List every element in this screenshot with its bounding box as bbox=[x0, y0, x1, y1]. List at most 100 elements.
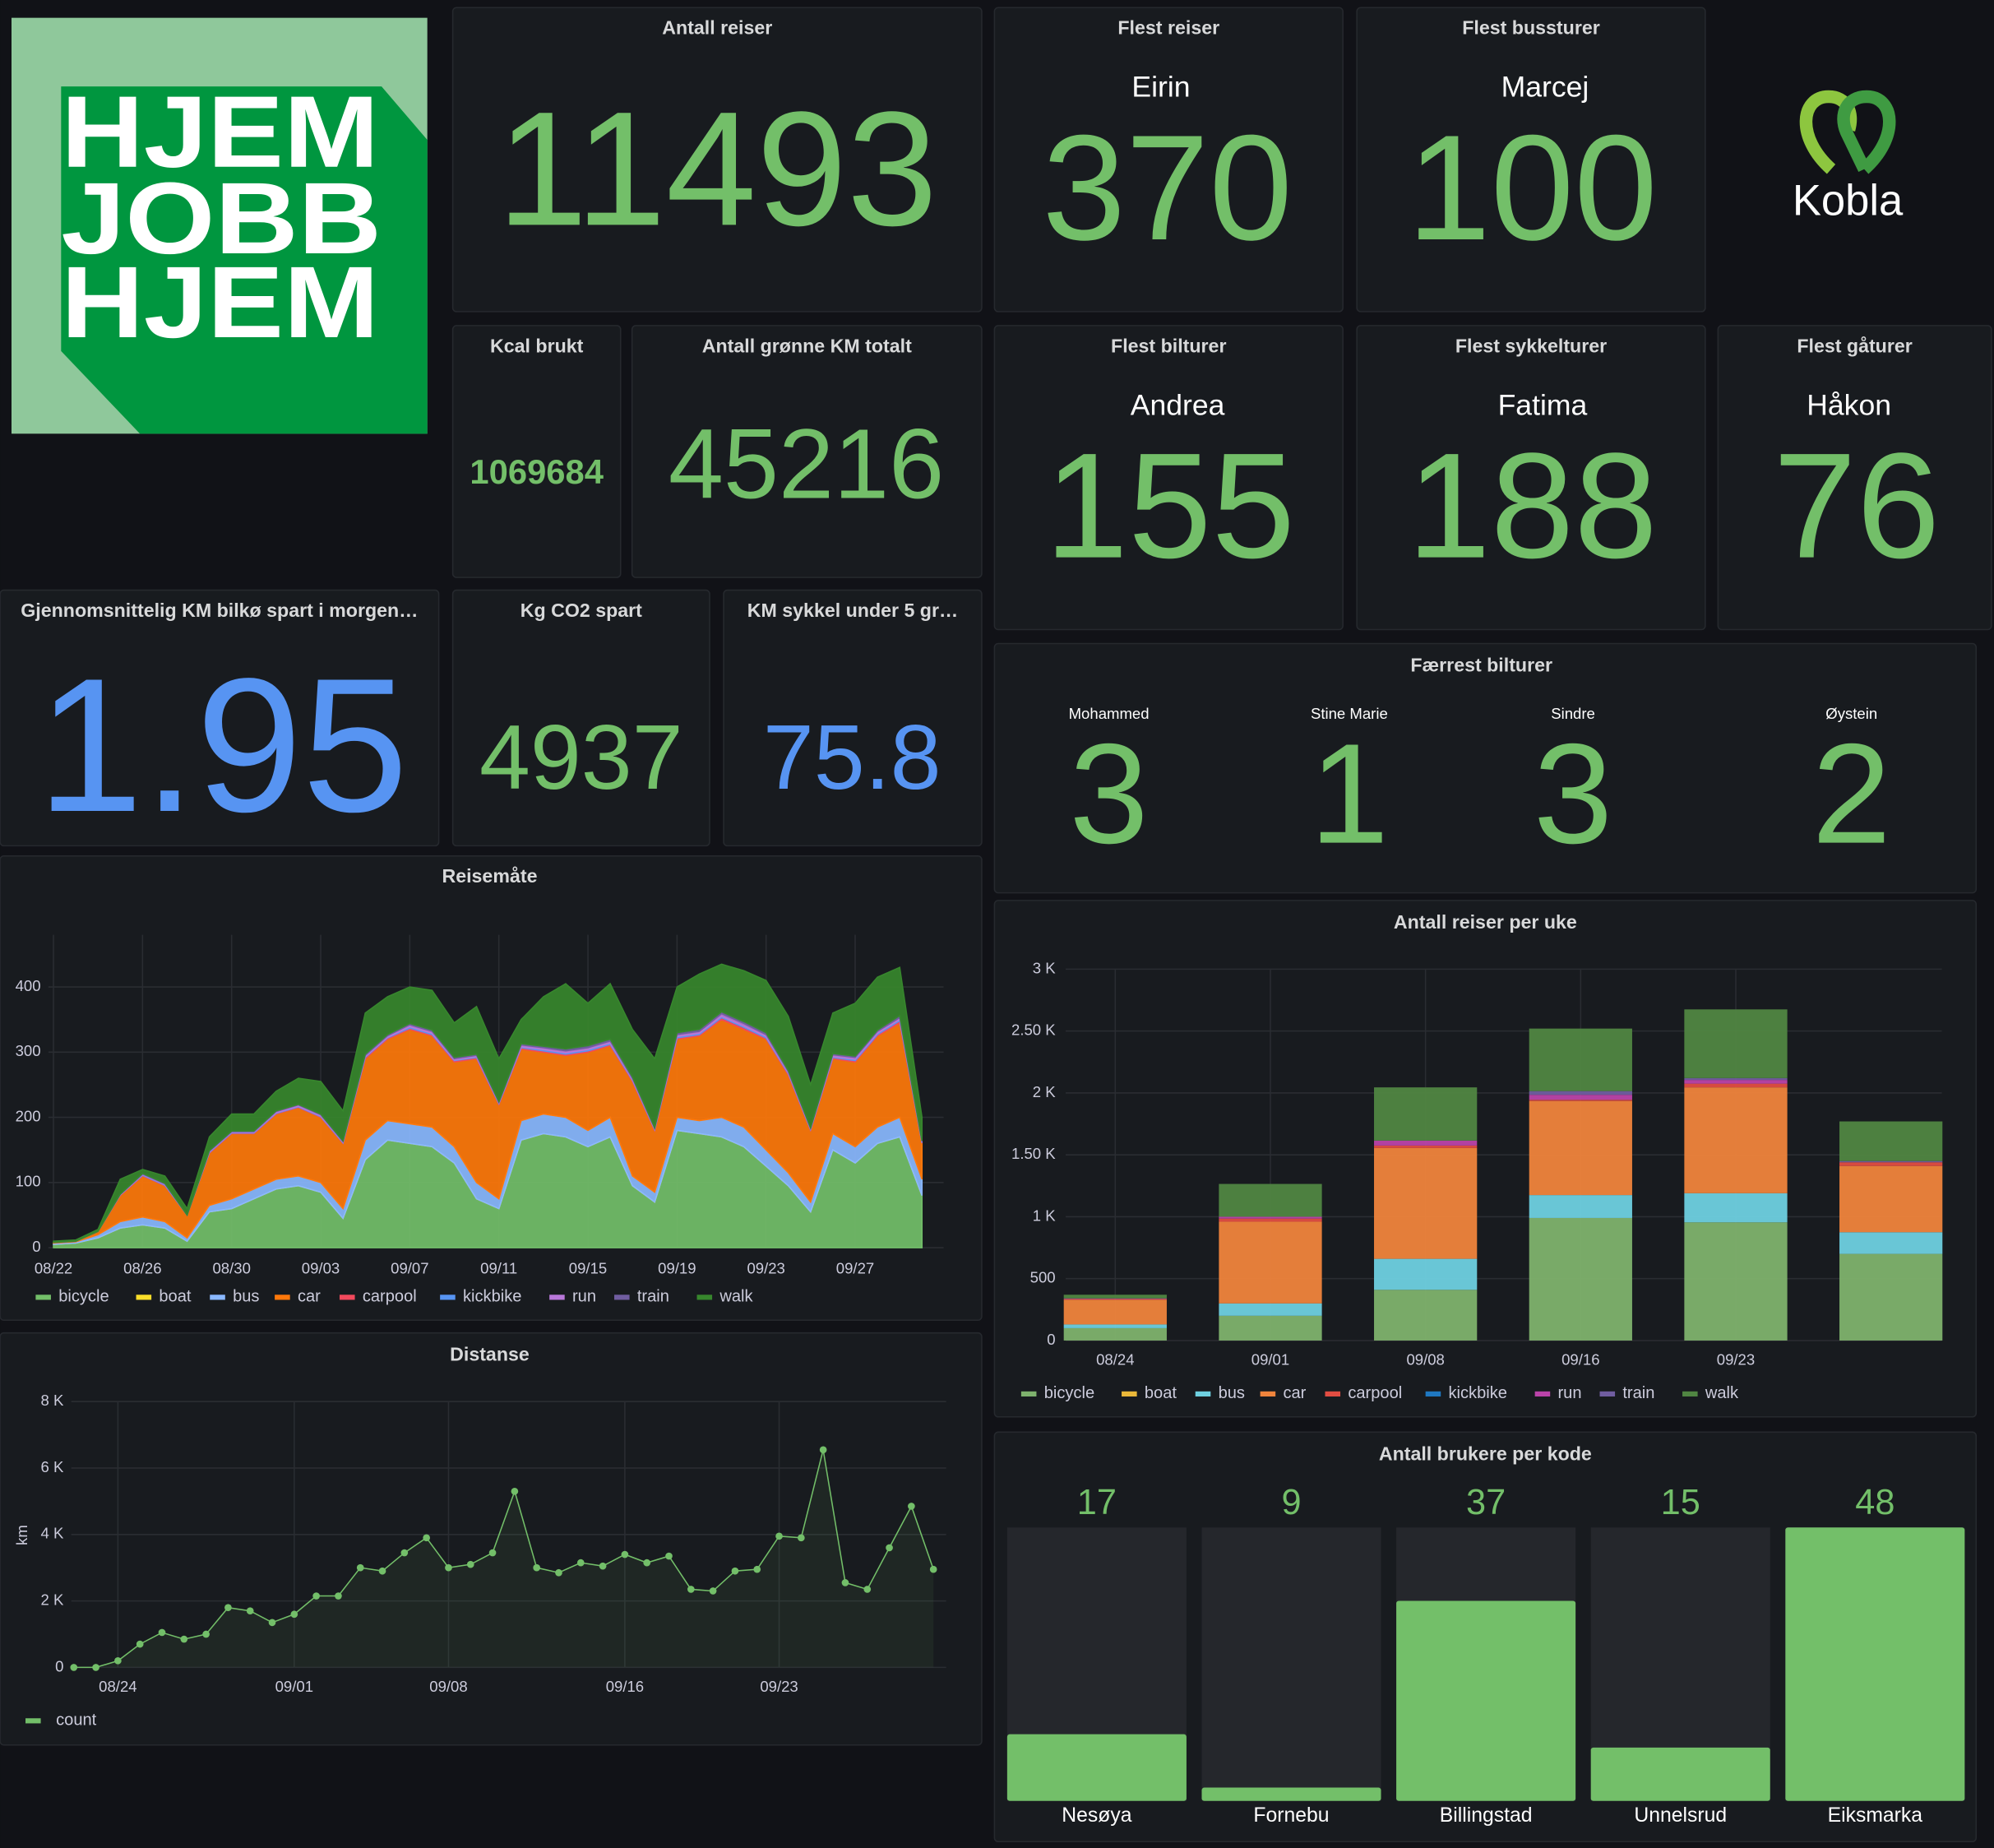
y-tick-label: 6 K bbox=[41, 1458, 64, 1475]
panel bbox=[451, 325, 622, 578]
x-tick-label: 09/23 bbox=[747, 1259, 784, 1276]
bar-segment bbox=[1529, 1028, 1632, 1091]
bar-segment bbox=[1219, 1315, 1322, 1341]
panel-title: Kcal brukt bbox=[490, 335, 584, 356]
stat-value: 11493 bbox=[497, 77, 937, 259]
brand-logo: Kobla bbox=[1793, 90, 1904, 225]
point bbox=[511, 1487, 519, 1495]
legend-swatch bbox=[1122, 1391, 1137, 1397]
legend-swatch bbox=[1325, 1391, 1341, 1397]
x-tick-label: 08/24 bbox=[99, 1678, 136, 1695]
point bbox=[621, 1550, 629, 1559]
y-tick-label: 4 K bbox=[41, 1525, 64, 1542]
bar-segment bbox=[1529, 1091, 1632, 1095]
panel-title: Flest reiser bbox=[1117, 17, 1219, 39]
point bbox=[643, 1559, 651, 1567]
stat-value: 1.95 bbox=[37, 639, 408, 852]
stat-name: Marcej bbox=[1501, 71, 1589, 104]
point bbox=[863, 1586, 872, 1593]
gauge-bar bbox=[1590, 1747, 1770, 1801]
stat-value: 75.8 bbox=[763, 706, 941, 808]
x-tick-label: 09/08 bbox=[1406, 1351, 1444, 1369]
bar-segment bbox=[1374, 1087, 1478, 1141]
legend-label: carpool bbox=[1348, 1384, 1402, 1402]
bar-segment bbox=[1374, 1147, 1478, 1259]
x-tick-label: 09/23 bbox=[1717, 1351, 1755, 1369]
y-tick-label: 500 bbox=[1030, 1269, 1056, 1286]
bar-segment bbox=[1063, 1299, 1167, 1325]
bar-segment bbox=[1219, 1303, 1322, 1316]
point bbox=[312, 1592, 320, 1600]
legend-label: count bbox=[56, 1711, 97, 1730]
bar-segment bbox=[1839, 1162, 1943, 1166]
legend-label: train bbox=[1622, 1384, 1654, 1402]
legend-swatch bbox=[1682, 1391, 1698, 1397]
legend-swatch bbox=[440, 1295, 456, 1300]
bar-segment bbox=[1529, 1217, 1632, 1341]
legend-swatch bbox=[549, 1295, 565, 1300]
legend-swatch bbox=[1195, 1391, 1211, 1397]
legend-label: bus bbox=[1219, 1384, 1245, 1402]
bar-segment bbox=[1063, 1327, 1167, 1341]
legend-label: boat bbox=[1145, 1384, 1177, 1402]
y-tick-label: 2.50 K bbox=[1011, 1021, 1056, 1039]
x-tick-label: 09/01 bbox=[1251, 1351, 1289, 1369]
panel-title: Antall brukere per kode bbox=[1379, 1443, 1592, 1464]
logo-shadow bbox=[61, 86, 428, 434]
y-tick-label: 0 bbox=[55, 1657, 63, 1674]
panel bbox=[1356, 325, 1706, 631]
bar-segment bbox=[1374, 1290, 1478, 1341]
logo-line: HJEM bbox=[61, 76, 379, 189]
point bbox=[224, 1604, 232, 1612]
point bbox=[731, 1567, 739, 1575]
bar-segment bbox=[1219, 1218, 1322, 1222]
bar-segment bbox=[1684, 1077, 1788, 1081]
point bbox=[114, 1656, 122, 1665]
legend-label: car bbox=[1283, 1384, 1306, 1402]
entry-name: Sindre bbox=[1551, 705, 1595, 722]
legend-swatch bbox=[696, 1295, 713, 1300]
value-label: 15 bbox=[1661, 1483, 1700, 1522]
panel-title: Reisemåte bbox=[442, 865, 537, 887]
panel-title: Flest bussturer bbox=[1462, 17, 1600, 39]
bar-segment bbox=[1684, 1009, 1788, 1078]
point bbox=[92, 1664, 99, 1671]
point bbox=[886, 1544, 893, 1552]
stat-value: 76 bbox=[1773, 422, 1940, 590]
value-label: 37 bbox=[1466, 1483, 1506, 1522]
category-label: Billingstad bbox=[1440, 1804, 1533, 1827]
point bbox=[70, 1664, 78, 1671]
stat-value: 100 bbox=[1407, 104, 1657, 271]
legend-label: kickbike bbox=[1448, 1384, 1506, 1402]
point bbox=[445, 1563, 452, 1572]
panel-title: Antall reiser per uke bbox=[1394, 911, 1577, 933]
point bbox=[180, 1635, 188, 1643]
bar-segment bbox=[1839, 1253, 1943, 1341]
bar-segment bbox=[1219, 1183, 1322, 1217]
value-label: 9 bbox=[1281, 1483, 1301, 1522]
stat-value: 370 bbox=[1042, 104, 1292, 271]
stat-value: 4937 bbox=[479, 706, 683, 808]
panel bbox=[993, 325, 1344, 631]
panel bbox=[993, 7, 1344, 313]
gauge-bar bbox=[1201, 1787, 1381, 1801]
y-tick-label: 0 bbox=[1047, 1331, 1055, 1348]
bar-segment bbox=[1063, 1324, 1167, 1328]
point bbox=[687, 1586, 695, 1593]
panel bbox=[451, 7, 983, 313]
stat-value: 45216 bbox=[669, 409, 944, 520]
panel bbox=[631, 325, 983, 578]
gauge-bar bbox=[1006, 1734, 1187, 1801]
x-tick-label: 09/01 bbox=[275, 1678, 313, 1695]
bar-segment bbox=[1063, 1299, 1167, 1300]
bar-segment bbox=[1684, 1193, 1788, 1223]
gauge-bar bbox=[1396, 1600, 1576, 1801]
gauge-track bbox=[1201, 1527, 1381, 1801]
point bbox=[555, 1568, 562, 1577]
point bbox=[841, 1579, 849, 1586]
y-tick-label: 400 bbox=[16, 977, 41, 994]
legend-swatch bbox=[35, 1295, 51, 1300]
stat-value: 188 bbox=[1407, 422, 1657, 590]
panel-title: Kg CO2 spart bbox=[520, 600, 642, 621]
